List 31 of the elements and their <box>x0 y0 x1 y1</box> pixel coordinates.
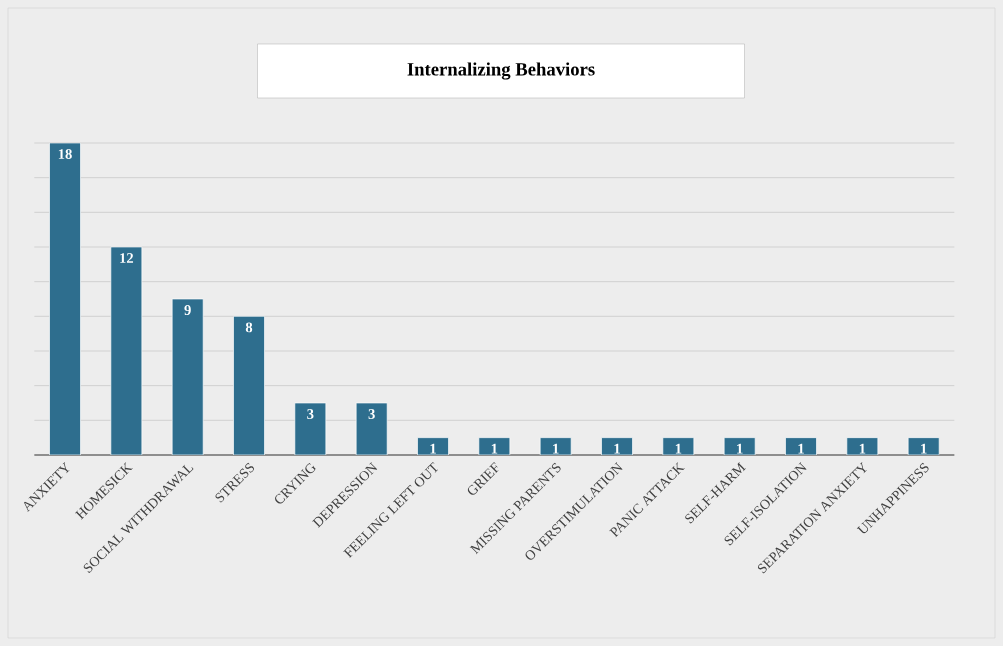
data-label: 1 <box>491 443 498 454</box>
bar <box>723 437 756 455</box>
data-label: 18 <box>58 149 72 160</box>
bar <box>601 437 633 455</box>
chart-title: Internalizing Behaviors <box>407 62 595 80</box>
data-label: 3 <box>368 409 375 419</box>
bar <box>785 437 817 455</box>
bar <box>294 402 327 455</box>
bar <box>233 315 265 455</box>
bar <box>662 437 695 455</box>
data-label: 12 <box>120 253 134 263</box>
data-label: 1 <box>859 443 866 454</box>
data-label: 1 <box>553 443 559 454</box>
data-label: 8 <box>245 322 253 333</box>
bar <box>355 402 388 455</box>
data-label: 1 <box>430 443 436 454</box>
bar <box>539 437 572 455</box>
bar <box>110 246 143 455</box>
data-label: 1 <box>921 443 927 454</box>
bar <box>478 437 511 455</box>
bar <box>907 437 940 455</box>
data-label: 1 <box>798 443 804 454</box>
bar <box>846 437 879 455</box>
data-label: 9 <box>184 305 191 315</box>
data-label: 1 <box>614 443 620 454</box>
data-label: 1 <box>675 443 682 454</box>
bar <box>49 142 81 455</box>
bar <box>417 437 449 455</box>
bar <box>171 298 204 455</box>
data-label: 3 <box>307 409 314 419</box>
data-label: 1 <box>737 443 743 454</box>
